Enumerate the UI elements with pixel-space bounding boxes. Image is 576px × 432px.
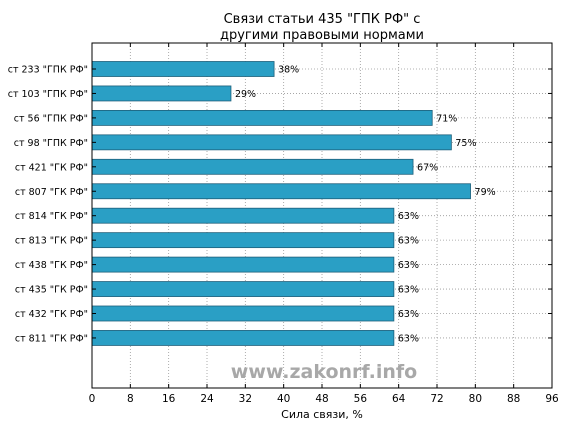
value-label: 79%: [475, 187, 496, 198]
x-tick-label: 64: [392, 393, 406, 405]
value-label: 71%: [436, 113, 457, 124]
x-tick-label: 72: [430, 393, 443, 405]
x-tick-label: 8: [127, 393, 134, 405]
bar: [91, 134, 452, 151]
value-label: 63%: [398, 260, 419, 271]
x-axis-title: Сила связи, %: [281, 408, 363, 421]
value-label: 75%: [455, 138, 476, 149]
bar: [91, 110, 433, 126]
bars: [91, 61, 471, 346]
value-label: 38%: [278, 65, 299, 76]
x-tick-label: 24: [200, 393, 214, 405]
bar: [91, 158, 414, 175]
category-label: ст 233 "ГПК РФ": [8, 65, 88, 76]
chart-title-line-1: Связи статьи 435 "ГПК РФ" с: [224, 12, 421, 27]
x-tick-label: 0: [89, 393, 96, 405]
bar: [91, 207, 395, 224]
x-tick-label: 48: [315, 393, 328, 405]
category-label: ст 813 "ГК РФ": [15, 236, 88, 247]
bar: [91, 61, 275, 77]
category-label: ст 56 "ГПК РФ": [14, 113, 88, 124]
x-tick-label: 88: [507, 393, 520, 405]
category-label: ст 98 "ГПК РФ": [14, 138, 88, 149]
value-label: 63%: [398, 309, 419, 320]
category-label: ст 435 "ГК РФ": [15, 285, 88, 296]
category-label: ст 103 "ГПК РФ": [8, 89, 88, 100]
x-tick-label: 16: [162, 393, 176, 405]
value-label: 63%: [398, 236, 419, 247]
value-label: 29%: [235, 89, 256, 100]
x-tick-label: 80: [469, 393, 482, 405]
category-label: ст 438 "ГК РФ": [15, 260, 88, 271]
category-label: ст 421 "ГК РФ": [15, 162, 88, 173]
category-label: ст 432 "ГК РФ": [15, 309, 88, 320]
bar: [91, 281, 395, 297]
value-label: 63%: [398, 285, 419, 296]
category-label: ст 814 "ГК РФ": [15, 211, 88, 222]
x-tick-label: 96: [545, 393, 559, 405]
x-tick-label: 40: [277, 393, 290, 405]
value-label: 63%: [398, 211, 419, 222]
category-label: ст 811 "ГК РФ": [15, 333, 88, 344]
bar: [91, 85, 232, 102]
bar: [91, 305, 395, 322]
value-label: 67%: [417, 162, 438, 173]
category-label: ст 807 "ГК РФ": [15, 187, 88, 198]
bar: [91, 330, 395, 346]
watermark: www.zakonrf.info: [231, 361, 417, 383]
chart-title-line-2: другими правовыми нормами: [220, 28, 424, 43]
x-tick-label: 56: [354, 393, 368, 405]
x-tick-label: 32: [239, 393, 252, 405]
bar: [91, 232, 395, 249]
bar: [91, 183, 471, 200]
bar: [91, 256, 395, 273]
value-label: 63%: [398, 333, 419, 344]
axis-ticks: 0 8 16 24 32 40 48 56 64 72 80 88 96 ст 233 "ГПК РФ" 3…: [8, 43, 559, 405]
